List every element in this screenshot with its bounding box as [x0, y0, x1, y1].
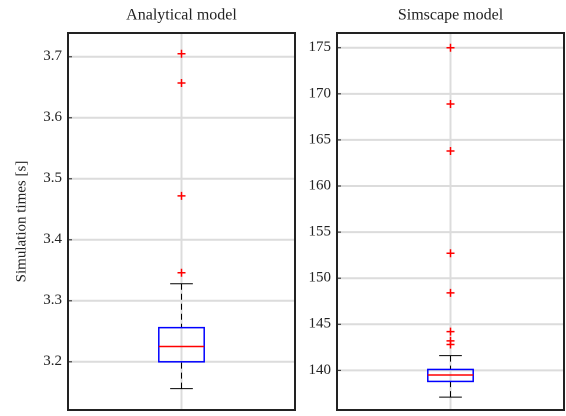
y-tick-label: 140: [309, 362, 332, 378]
outlier: [177, 268, 186, 277]
outlier: [446, 336, 455, 345]
plot-frame: [67, 32, 296, 411]
chart-title: Analytical model: [126, 7, 237, 24]
outlier: [446, 43, 455, 52]
chart-title: Simscape model: [398, 7, 504, 24]
plot-frame: [336, 32, 565, 411]
box: [158, 326, 205, 363]
y-tick-label: 3.4: [43, 231, 62, 247]
y-axis-label: Simulation times [s]: [13, 161, 29, 283]
outlier: [446, 146, 455, 155]
outlier: [446, 249, 455, 258]
y-tick-label: 160: [309, 177, 332, 193]
y-tick-label: 165: [309, 131, 332, 147]
y-tick-label: 3.6: [43, 109, 62, 125]
y-tick-label: 3.3: [43, 292, 62, 308]
outlier: [177, 49, 186, 58]
y-tick-label: 3.2: [43, 353, 62, 369]
y-tick-label: 3.7: [43, 48, 62, 64]
y-tick-label: 145: [309, 316, 332, 332]
outlier: [446, 99, 455, 108]
outlier: [177, 79, 186, 88]
outlier: [177, 191, 186, 200]
y-tick-label: 3.5: [43, 170, 62, 186]
y-tick-label: 170: [309, 85, 332, 101]
outlier: [446, 288, 455, 297]
y-tick-label: 150: [309, 270, 332, 286]
outlier: [446, 327, 455, 336]
y-tick-label: 155: [309, 224, 332, 240]
y-tick-label: 175: [309, 39, 332, 55]
